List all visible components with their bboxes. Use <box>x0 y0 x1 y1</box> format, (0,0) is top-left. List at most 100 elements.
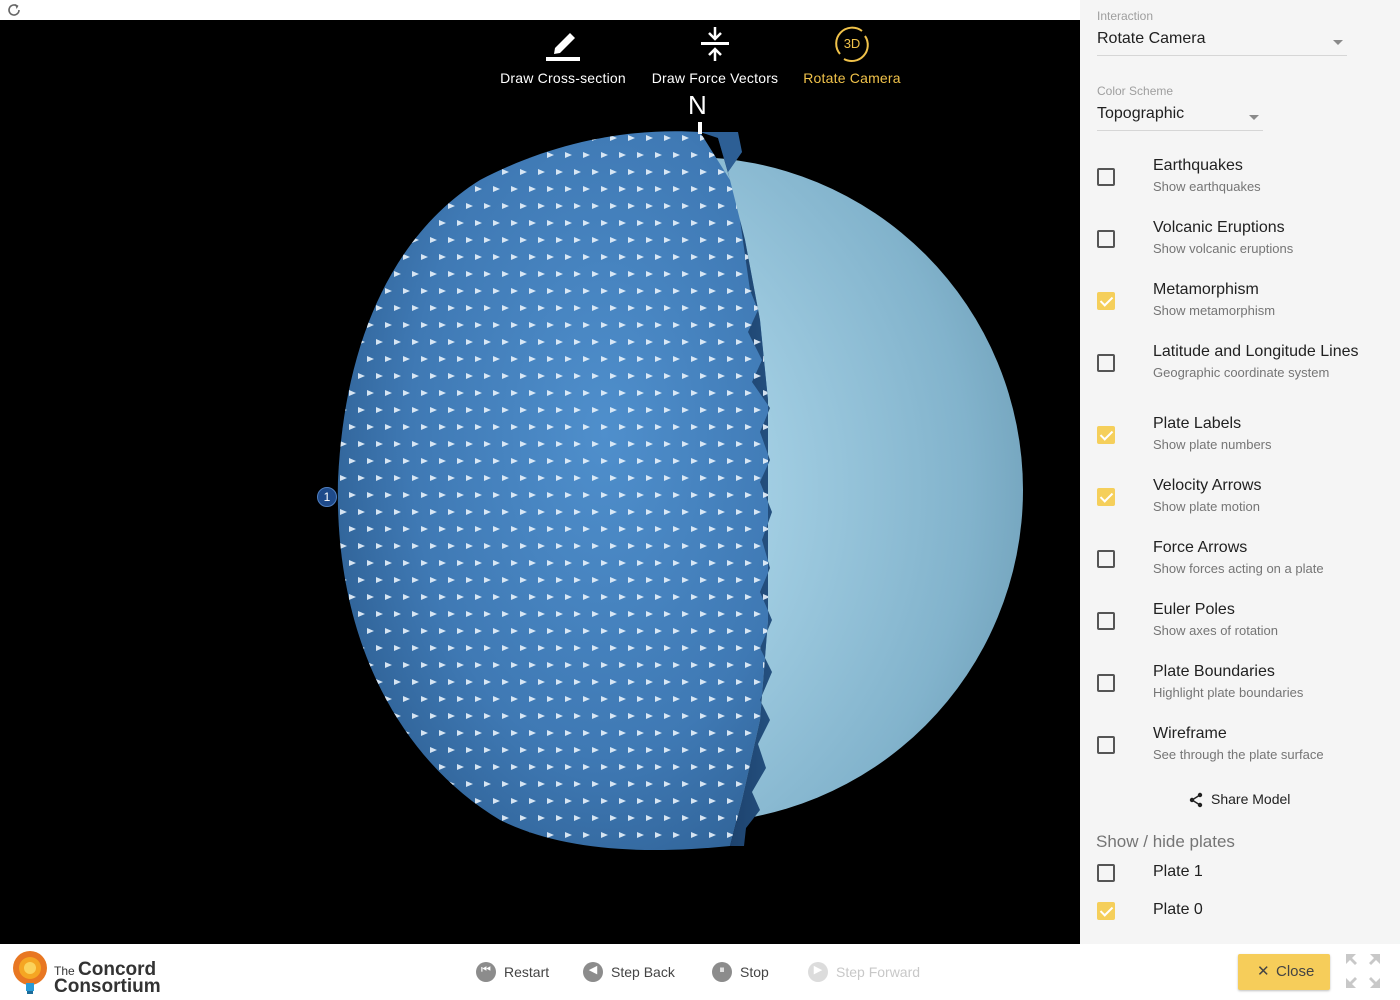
model-canvas[interactable]: Draw Cross-section Draw Force Vectors 3D… <box>0 20 1080 944</box>
velocity-arrow <box>448 373 455 379</box>
velocity-arrow <box>484 611 491 617</box>
velocity-arrow <box>727 628 734 634</box>
option-velocity-arrows[interactable]: Velocity Arrows Show plate motion <box>1080 477 1400 529</box>
checkbox[interactable] <box>1097 354 1115 372</box>
checkbox[interactable] <box>1097 550 1115 568</box>
tool-label: Draw Cross-section <box>500 70 626 86</box>
checkbox[interactable] <box>1097 674 1115 692</box>
velocity-arrow <box>475 288 482 294</box>
option-plate-boundaries[interactable]: Plate Boundaries Highlight plate boundari… <box>1080 663 1400 715</box>
velocity-arrow <box>601 424 608 430</box>
velocity-arrow <box>475 662 482 668</box>
checkbox[interactable] <box>1097 230 1115 248</box>
checkbox[interactable] <box>1097 736 1115 754</box>
velocity-arrow <box>439 492 446 498</box>
option-plate-labels[interactable]: Plate Labels Show plate numbers <box>1080 415 1400 467</box>
velocity-arrow <box>655 764 662 770</box>
velocity-arrow <box>601 152 608 158</box>
velocity-arrow <box>664 713 671 719</box>
velocity-arrow <box>358 611 365 617</box>
checkbox[interactable] <box>1097 488 1115 506</box>
plate-toggle-plate-0[interactable]: Plate 0 <box>1080 901 1400 931</box>
interaction-value[interactable]: Rotate Camera <box>1097 30 1347 56</box>
velocity-arrow <box>727 424 734 430</box>
velocity-arrow <box>493 458 500 464</box>
velocity-arrow <box>394 543 401 549</box>
velocity-arrow <box>403 662 410 668</box>
velocity-arrow <box>556 781 563 787</box>
velocity-arrow <box>754 373 761 379</box>
velocity-arrow <box>439 220 446 226</box>
velocity-arrow <box>394 169 401 175</box>
option-force-arrows[interactable]: Force Arrows Show forces acting on a plat… <box>1080 539 1400 591</box>
option-subtitle: Show earthquakes <box>1153 179 1261 194</box>
velocity-arrow <box>340 373 347 379</box>
velocity-arrow <box>592 373 599 379</box>
velocity-arrow <box>430 679 437 685</box>
velocity-arrow <box>439 696 446 702</box>
velocity-arrow <box>556 135 563 141</box>
tool-rotate-camera[interactable]: 3D Rotate Camera <box>777 20 927 110</box>
velocity-arrow <box>664 305 671 311</box>
option-earthquakes[interactable]: Earthquakes Show earthquakes <box>1080 157 1400 209</box>
checkbox[interactable] <box>1097 168 1115 186</box>
globe-scene[interactable] <box>0 20 1080 944</box>
velocity-arrow <box>340 747 347 753</box>
option-metamorphism[interactable]: Metamorphism Show metamorphism <box>1080 281 1400 333</box>
velocity-arrow <box>610 407 617 413</box>
velocity-arrow <box>385 526 392 532</box>
velocity-arrow <box>430 747 437 753</box>
fullscreen-icon[interactable] <box>1344 952 1382 990</box>
color-scheme-select[interactable]: Color Scheme Topographic <box>1097 84 1263 131</box>
velocity-arrow <box>547 594 554 600</box>
velocity-arrow <box>475 798 482 804</box>
velocity-arrow <box>376 781 383 787</box>
velocity-arrow <box>664 781 671 787</box>
velocity-arrow <box>538 339 545 345</box>
velocity-arrow <box>385 322 392 328</box>
velocity-arrow <box>763 458 768 464</box>
option-volcanic-eruptions[interactable]: Volcanic Eruptions Show volcanic eruption… <box>1080 219 1400 271</box>
option-euler-poles[interactable]: Euler Poles Show axes of rotation <box>1080 601 1400 653</box>
option-latitude-and-longitude-lines[interactable]: Latitude and Longitude Lines Geographic c… <box>1080 343 1400 395</box>
checkbox[interactable] <box>1097 902 1115 920</box>
velocity-arrow <box>457 696 464 702</box>
reload-icon[interactable] <box>6 2 22 18</box>
color-scheme-value[interactable]: Topographic <box>1097 105 1263 131</box>
velocity-arrow <box>655 832 662 838</box>
velocity-arrow <box>736 577 743 583</box>
velocity-arrow <box>439 764 446 770</box>
velocity-arrow <box>565 186 572 192</box>
checkbox[interactable] <box>1097 612 1115 630</box>
velocity-arrow <box>736 373 743 379</box>
velocity-arrow <box>601 832 608 838</box>
velocity-arrow <box>349 288 356 294</box>
tool-draw-cross-section[interactable]: Draw Cross-section <box>488 20 638 110</box>
checkbox[interactable] <box>1097 292 1115 310</box>
velocity-arrow <box>673 152 680 158</box>
velocity-arrow <box>538 373 545 379</box>
velocity-arrow <box>367 356 374 362</box>
close-button[interactable]: ✕ Close <box>1238 954 1330 990</box>
tool-draw-force-vectors[interactable]: Draw Force Vectors <box>640 20 790 110</box>
velocity-arrow <box>619 628 626 634</box>
velocity-arrow <box>511 220 518 226</box>
velocity-arrow <box>367 594 374 600</box>
checkbox[interactable] <box>1097 426 1115 444</box>
velocity-arrow <box>394 339 401 345</box>
velocity-arrow <box>619 322 626 328</box>
velocity-arrow <box>727 832 734 838</box>
velocity-arrow <box>556 407 563 413</box>
velocity-arrow <box>556 509 563 515</box>
velocity-arrow <box>448 339 455 345</box>
velocity-arrow <box>448 611 455 617</box>
option-wireframe[interactable]: Wireframe See through the plate surface <box>1080 725 1400 777</box>
checkbox[interactable] <box>1097 864 1115 882</box>
plate-toggle-plate-1[interactable]: Plate 1 <box>1080 863 1400 893</box>
velocity-arrow <box>520 475 527 481</box>
velocity-arrow <box>592 169 599 175</box>
interaction-select[interactable]: Interaction Rotate Camera <box>1097 9 1347 56</box>
velocity-arrow <box>520 611 527 617</box>
velocity-arrow <box>565 764 572 770</box>
velocity-arrow <box>403 390 410 396</box>
